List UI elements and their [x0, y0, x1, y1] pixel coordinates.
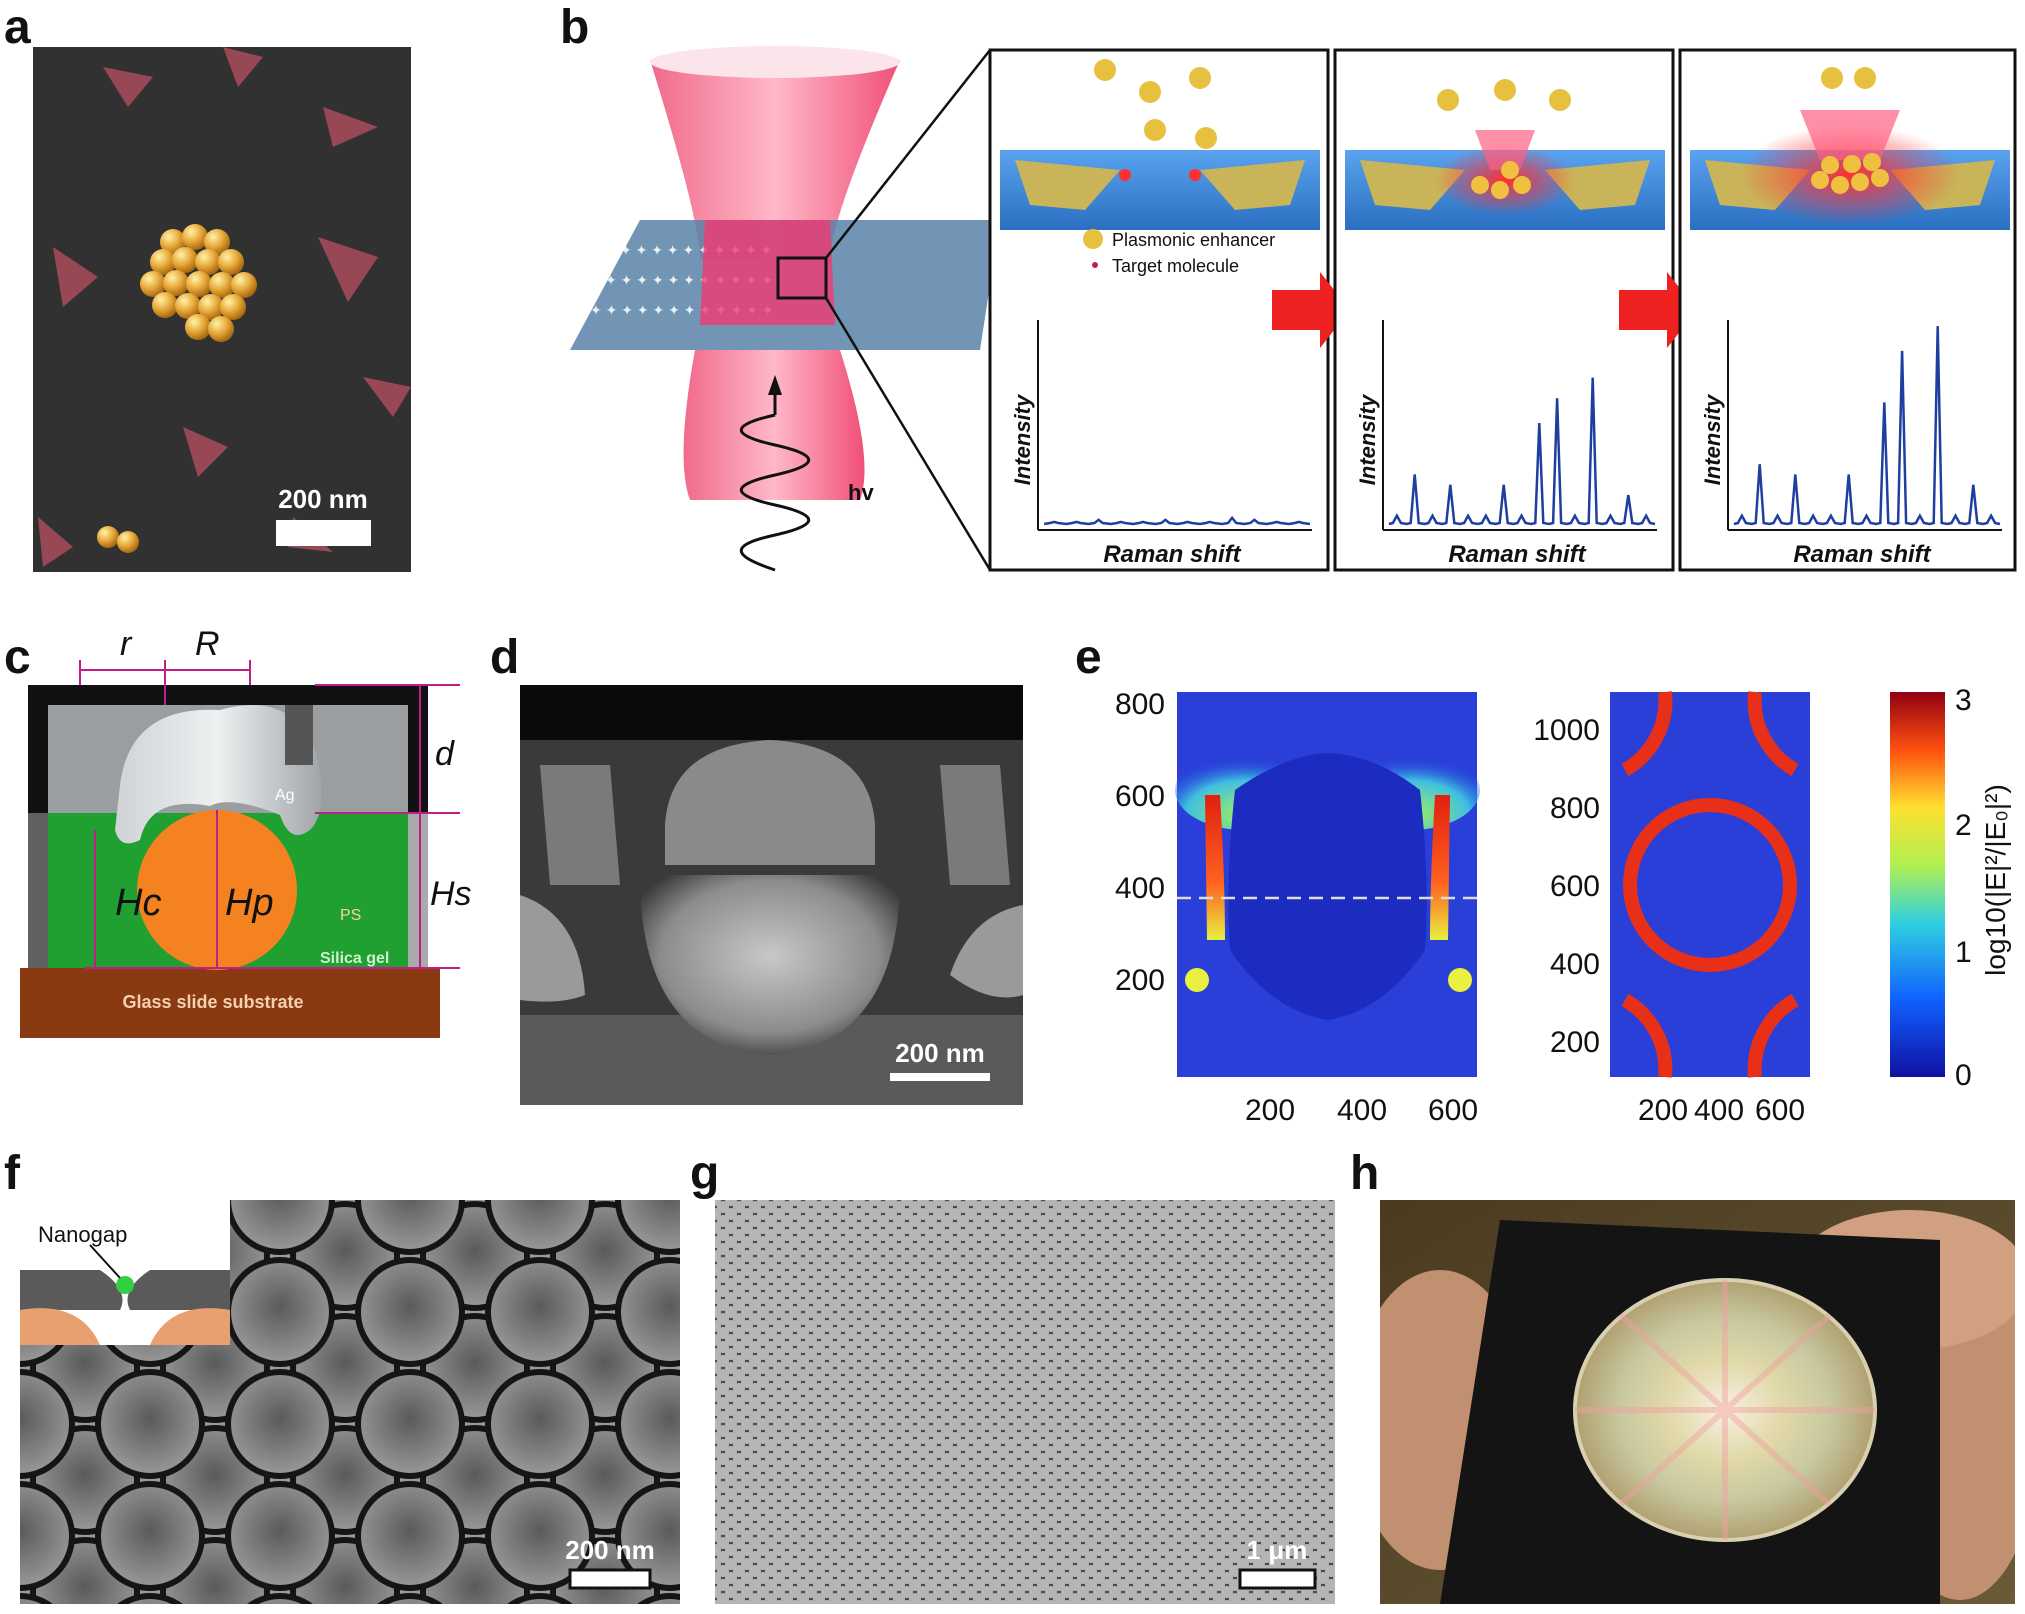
label-silica: Silica gel: [320, 950, 389, 967]
y-axis-label-3: Intensity: [1700, 393, 1725, 485]
legend-molecule: Target molecule: [1112, 256, 1239, 276]
inset-label: Nanogap: [38, 1222, 127, 1247]
photon-wave: [740, 413, 810, 572]
right-ytick: 1000: [1533, 714, 1600, 747]
label-r: r: [120, 630, 133, 663]
glass-substrate: [20, 968, 440, 1038]
cbar-tick: 1: [1955, 936, 1972, 969]
panel-f-sem-image: Nanogap 200 nm: [20, 1200, 680, 1604]
ring: [1623, 798, 1797, 972]
panel-b-schematic: ✦ ✦ ✦ ✦ ✦ ✦ ✦ ✦ ✦ ✦ ✦ ✦ ✦ ✦ ✦ ✦ ✦ ✦ ✦ ✦ …: [570, 46, 2017, 572]
right-xtick: 400: [1694, 1094, 1744, 1127]
panel-a-sem-image: 200 nm: [33, 47, 411, 572]
spectrum-line-1: [1043, 515, 1311, 526]
x-axis-label-3: Raman shift: [1793, 541, 1931, 568]
panel-letter-b: b: [560, 1, 590, 54]
panel-letter-g: g: [690, 1147, 720, 1200]
sers-disc: [1573, 1278, 1877, 1542]
cbar-label: log10(|E|²/|E₀|²): [1980, 784, 2011, 976]
scalebar: [890, 1073, 990, 1081]
photon-label: hv: [848, 480, 874, 505]
scalebar-label: 200 nm: [278, 484, 368, 514]
panel-letter-a: a: [4, 1, 31, 54]
x-axis-label-1: Raman shift: [1103, 541, 1241, 568]
y-axis-label-1: Intensity: [1010, 393, 1035, 485]
right-ytick: 600: [1550, 870, 1600, 903]
cbar-tick: 3: [1955, 684, 1972, 717]
label-substrate: Glass slide substrate: [122, 992, 303, 1012]
arrow-up-icon: [768, 375, 782, 395]
label-ag: Ag: [275, 787, 295, 804]
arrow-right-icon: [1619, 272, 1697, 348]
legend-enhancer: Plasmonic enhancer: [1112, 230, 1275, 250]
label-Hp: Hp: [225, 882, 274, 924]
cbar-tick: 2: [1955, 809, 1972, 842]
left-ytick: 600: [1115, 780, 1165, 813]
step-box-2: Intensity Raman shift: [1333, 48, 1675, 572]
scalebar: [1238, 1568, 1317, 1590]
left-xtick: 400: [1337, 1094, 1387, 1127]
right-xtick: 600: [1755, 1094, 1805, 1127]
scalebar-label: 200 nm: [895, 1038, 985, 1068]
panel-letter-e: e: [1075, 631, 1102, 684]
right-xtick: 200: [1638, 1094, 1688, 1127]
left-xtick: 200: [1245, 1094, 1295, 1127]
panel-letter-c: c: [4, 631, 31, 684]
left-xtick: 600: [1428, 1094, 1478, 1127]
panel-g-sem-image: 1 μm: [715, 1200, 1335, 1604]
x-axis-label-2: Raman shift: [1448, 541, 1586, 568]
cbar-tick: 0: [1955, 1059, 1972, 1092]
right-ytick: 200: [1550, 1026, 1600, 1059]
label-d: d: [435, 735, 455, 773]
y-axis-label-2: Intensity: [1355, 393, 1380, 485]
panel-d-sem-image: 200 nm: [520, 685, 1023, 1105]
ag-cap: [115, 705, 322, 844]
gold-nanoparticle-cluster: [140, 224, 257, 342]
label-Hc: Hc: [115, 882, 161, 924]
spectrum-line-3: [1733, 326, 2001, 526]
scalebar-label: 1 μm: [1247, 1535, 1308, 1565]
label-ps: PS: [340, 907, 361, 924]
laser-beam-lower: [683, 350, 865, 500]
label-R: R: [195, 630, 220, 663]
zoom-box: [776, 256, 828, 300]
panel-e-field-maps: 800 600 400 200 200 400 600 1000 800 600…: [1115, 684, 2011, 1127]
panel-letter-f: f: [4, 1147, 20, 1200]
panel-c-cross-section: r R d Hs Hc Hp Ag PS Silica gel Glass sl…: [20, 630, 472, 1038]
panel-letter-h: h: [1350, 1147, 1380, 1200]
scalebar: [568, 1568, 652, 1590]
left-ytick: 800: [1115, 688, 1165, 721]
spectrum-line-2: [1388, 377, 1656, 526]
ps-hemisphere: [640, 875, 900, 1055]
step-box-3: Intensity Raman shift: [1678, 48, 2017, 572]
step-box-1: Plasmonic enhancer Target molecule Inten…: [988, 48, 1330, 572]
arrow-right-icon: [1272, 272, 1350, 348]
left-ytick: 200: [1115, 964, 1165, 997]
right-ytick: 400: [1550, 948, 1600, 981]
colorbar: [1890, 692, 1945, 1077]
left-ytick: 400: [1115, 872, 1165, 905]
panel-letter-d: d: [490, 631, 520, 684]
scalebar: [276, 520, 371, 546]
laser-beam-upper: [650, 60, 900, 260]
scalebar-label: 200 nm: [565, 1535, 655, 1565]
panel-h-photo: [1380, 1200, 2015, 1604]
label-Hs: Hs: [430, 875, 472, 913]
right-ytick: 800: [1550, 792, 1600, 825]
